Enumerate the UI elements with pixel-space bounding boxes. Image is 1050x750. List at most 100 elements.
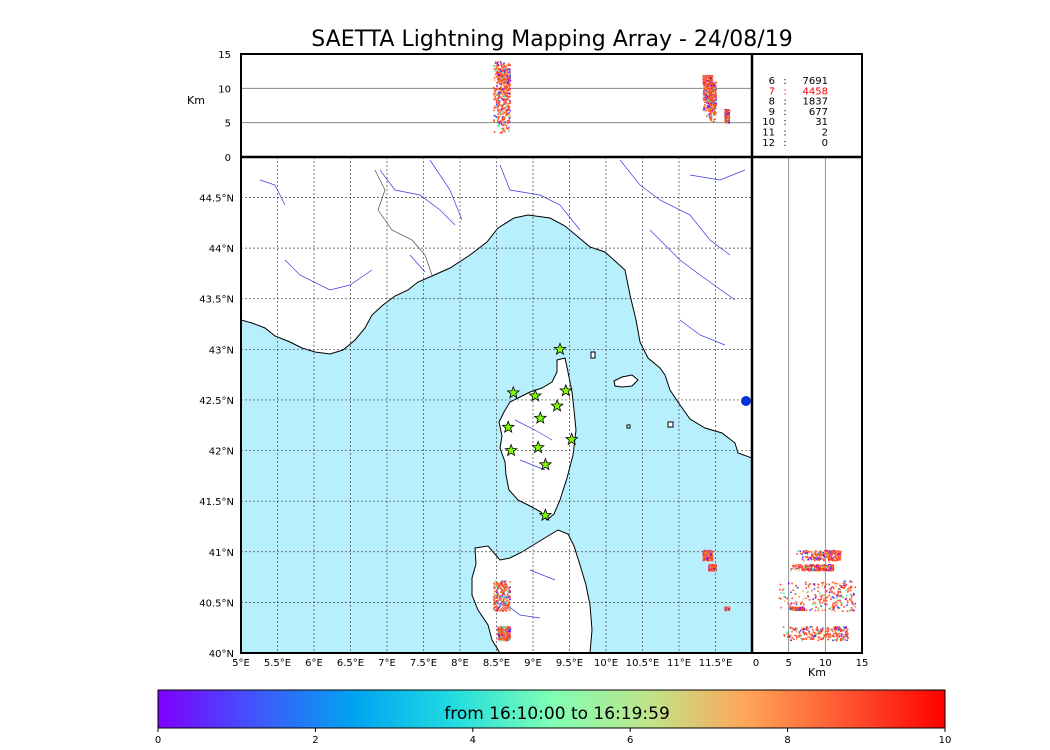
- lightning-source: [711, 97, 714, 99]
- lightning-source: [503, 100, 506, 102]
- lightning-source: [791, 630, 793, 633]
- lightning-source: [498, 602, 500, 604]
- lightning-source: [508, 78, 511, 81]
- lightning-source: [494, 580, 497, 583]
- lightning-source: [499, 581, 502, 584]
- longitude-tick-label: 7°E: [378, 658, 396, 669]
- lightning-source: [710, 551, 713, 554]
- colorbar-tick-label: 6: [627, 735, 633, 746]
- lightning-source: [500, 626, 502, 629]
- lightning-source: [835, 627, 837, 629]
- lightning-source: [825, 549, 828, 552]
- lightning-source: [708, 567, 711, 569]
- lightning-source: [714, 95, 716, 98]
- lightning-source: [725, 112, 727, 115]
- lightning-source: [825, 600, 828, 602]
- lightning-source: [803, 632, 805, 634]
- lightning-source: [709, 77, 711, 80]
- lightning-source: [849, 593, 852, 596]
- count-separator: :: [783, 76, 786, 87]
- lightning-source: [798, 566, 801, 568]
- lightning-source: [705, 82, 707, 84]
- lightning-source: [818, 557, 820, 560]
- lightning-source: [501, 72, 503, 74]
- lightning-source: [846, 634, 849, 637]
- lightning-source: [505, 95, 508, 97]
- lightning-source: [835, 597, 838, 599]
- lightning-source: [837, 556, 840, 559]
- lightning-source: [807, 595, 809, 597]
- lightning-source: [817, 632, 819, 635]
- lightning-source: [493, 603, 495, 606]
- lightning-source: [801, 627, 803, 629]
- lightning-source: [711, 568, 714, 571]
- lightning-source: [835, 639, 838, 642]
- lightning-source: [822, 638, 824, 640]
- lightning-source: [706, 91, 709, 94]
- lightning-source: [820, 566, 823, 569]
- lightning-source: [828, 591, 831, 594]
- lightning-source: [499, 597, 502, 600]
- lightning-source: [709, 567, 712, 569]
- lightning-source: [800, 558, 803, 561]
- lightning-source: [707, 87, 710, 89]
- lightning-source: [704, 101, 706, 104]
- capraia-island: [590, 351, 596, 359]
- lightning-source: [492, 593, 495, 596]
- lightning-source: [702, 96, 705, 99]
- lightning-source: [502, 78, 505, 80]
- lightning-source: [804, 556, 807, 558]
- altitude-reference-lines: [241, 87, 752, 124]
- lightning-source: [829, 550, 832, 553]
- lightning-source: [503, 112, 506, 114]
- lightning-source: [845, 631, 848, 633]
- lightning-source: [503, 630, 506, 633]
- lightning-source: [726, 118, 729, 121]
- lightning-source: [830, 586, 833, 589]
- lightning-source: [802, 590, 804, 592]
- lightning-source: [707, 89, 709, 91]
- lightning-source: [804, 628, 807, 631]
- lightning-source: [709, 113, 712, 116]
- lightning-source: [504, 78, 507, 81]
- lightning-source: [810, 634, 813, 636]
- lightning-source: [806, 553, 809, 556]
- lightning-source: [496, 76, 498, 79]
- lightning-source: [849, 587, 851, 589]
- lightning-source: [507, 81, 509, 84]
- lightning-source: [507, 627, 509, 630]
- lightning-source: [845, 626, 847, 628]
- lightning-source: [494, 583, 496, 586]
- latitude-tick-label: 40.5°N: [199, 598, 234, 609]
- lightning-source: [815, 568, 818, 571]
- lightning-source: [795, 638, 798, 641]
- lightning-source: [502, 67, 504, 70]
- lightning-source: [838, 632, 841, 635]
- lightning-source: [508, 87, 511, 90]
- lightning-source: [501, 66, 504, 68]
- lightning-source: [708, 75, 711, 77]
- lightning-source: [830, 553, 833, 555]
- lightning-source: [508, 630, 510, 633]
- lightning-source: [712, 569, 715, 572]
- lightning-source: [711, 555, 714, 557]
- lightning-source: [715, 104, 718, 107]
- lightning-source: [505, 101, 507, 104]
- lightning-source: [711, 103, 714, 106]
- lightning-source: [821, 582, 823, 584]
- lightning-source: [709, 110, 712, 113]
- station-marker: [528, 388, 542, 402]
- lightning-source: [815, 557, 818, 560]
- lightning-source: [843, 605, 845, 608]
- lightning-source: [501, 75, 504, 78]
- lightning-source: [792, 627, 794, 630]
- lightning-source: [508, 96, 511, 98]
- lightning-source: [820, 595, 823, 598]
- lightning-source: [505, 68, 507, 70]
- lightning-source: [704, 82, 706, 85]
- lightning-source: [807, 557, 810, 559]
- lightning-source: [498, 111, 501, 113]
- lightning-source: [808, 630, 810, 632]
- lightning-source: [496, 62, 499, 64]
- lightning-source: [502, 80, 505, 82]
